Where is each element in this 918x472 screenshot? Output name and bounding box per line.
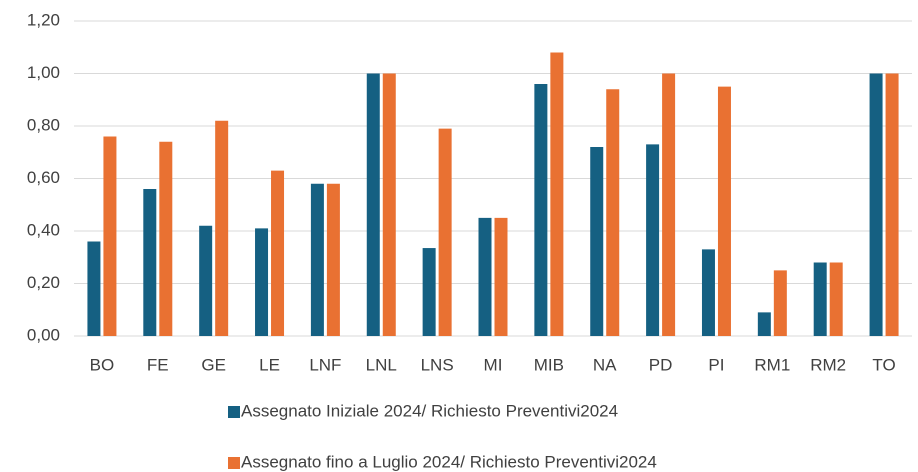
bar (478, 217, 492, 336)
x-tick-label: LNF (309, 355, 341, 374)
x-tick-label: BO (90, 355, 115, 374)
bar (550, 52, 564, 336)
bar (646, 144, 660, 336)
bar (87, 241, 101, 336)
bar (310, 183, 324, 336)
y-tick-label: 0,60 (27, 168, 60, 187)
y-tick-label: 0,40 (27, 220, 60, 239)
bar (215, 120, 229, 336)
x-tick-label: LE (259, 355, 280, 374)
x-tick-label: LNL (366, 355, 397, 374)
y-tick-label: 0,80 (27, 115, 60, 134)
y-tick-label: 0,20 (27, 273, 60, 292)
x-tick-label: MIB (534, 355, 564, 374)
bar (271, 170, 285, 336)
bar (757, 312, 771, 336)
bar (422, 248, 436, 336)
bar (662, 73, 676, 336)
bar (438, 128, 452, 336)
bar (159, 141, 173, 336)
bar (366, 73, 380, 336)
legend-swatch (228, 457, 240, 469)
bar (494, 217, 508, 336)
x-tick-label: MI (484, 355, 503, 374)
bar (103, 136, 117, 336)
bar (829, 262, 843, 336)
bar (717, 86, 731, 336)
x-tick-label: RM2 (810, 355, 846, 374)
bar (199, 225, 213, 336)
bar (885, 73, 899, 336)
y-tick-label: 0,00 (27, 325, 60, 344)
legend-label: Assegnato Iniziale 2024/ Richiesto Preve… (241, 401, 618, 420)
x-tick-label: LNS (421, 355, 454, 374)
bar (773, 270, 787, 336)
legend-label: Assegnato fino a Luglio 2024/ Richiesto … (241, 452, 657, 471)
x-tick-label: FE (147, 355, 169, 374)
x-tick-label: GE (201, 355, 226, 374)
bar (606, 89, 620, 336)
bar (326, 183, 340, 336)
x-tick-label: PI (708, 355, 724, 374)
bar (701, 249, 715, 336)
x-tick-label: NA (593, 355, 617, 374)
x-tick-label: TO (872, 355, 895, 374)
bar (590, 147, 604, 336)
bar (534, 84, 548, 336)
bar (813, 262, 827, 336)
bar (869, 73, 883, 336)
y-tick-label: 1,00 (27, 63, 60, 82)
legend-swatch (228, 406, 240, 418)
bar (382, 73, 396, 336)
bar (255, 228, 269, 336)
bar (143, 189, 157, 336)
y-tick-label: 1,20 (27, 10, 60, 29)
x-tick-label: RM1 (754, 355, 790, 374)
x-tick-label: PD (649, 355, 673, 374)
